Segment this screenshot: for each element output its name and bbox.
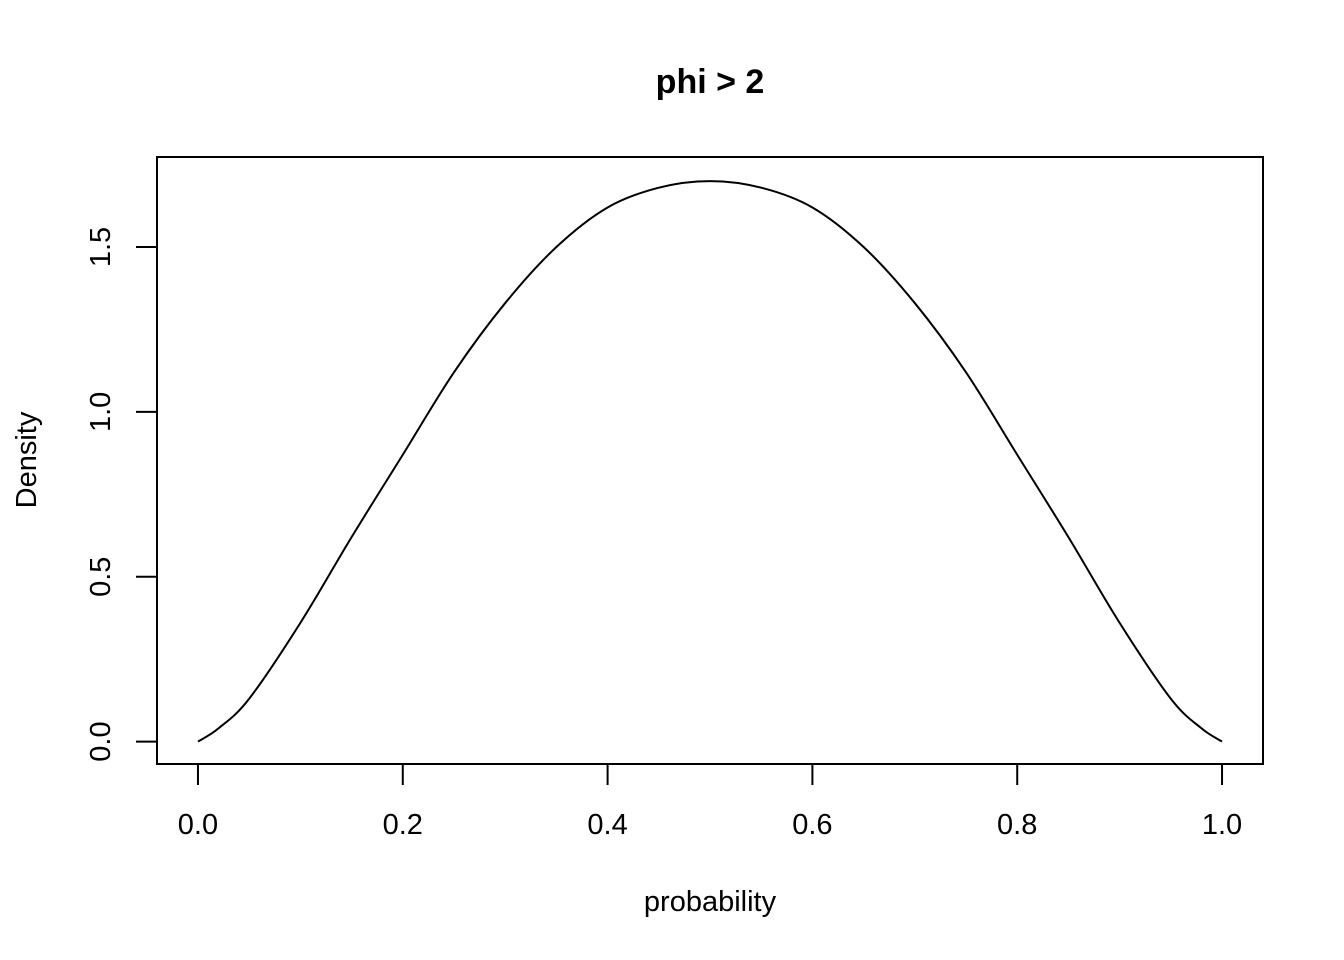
y-tick-label: 1.0 xyxy=(85,392,117,432)
x-tick-label: 1.0 xyxy=(1202,809,1242,841)
x-axis-label: probability xyxy=(644,886,777,918)
x-tick-label: 0.8 xyxy=(997,809,1037,841)
y-tick-label: 0.0 xyxy=(85,721,117,761)
plot-frame xyxy=(156,156,1264,765)
x-tick-label: 0.6 xyxy=(792,809,832,841)
x-tick-label: 0.0 xyxy=(178,809,218,841)
x-tick-label: 0.4 xyxy=(587,809,627,841)
y-axis-label: Density xyxy=(11,411,43,508)
y-axis: 0.0 0.5 1.0 1.5 xyxy=(85,227,158,762)
y-tick-label: 1.5 xyxy=(85,227,117,267)
x-tick-label: 0.2 xyxy=(383,809,423,841)
chart-title: phi > 2 xyxy=(656,63,765,101)
series-layer xyxy=(197,180,1223,743)
density-curve xyxy=(197,180,1223,743)
y-tick-label: 0.5 xyxy=(85,557,117,597)
x-axis: 0.0 0.2 0.4 0.6 0.8 1.0 xyxy=(178,763,1242,841)
